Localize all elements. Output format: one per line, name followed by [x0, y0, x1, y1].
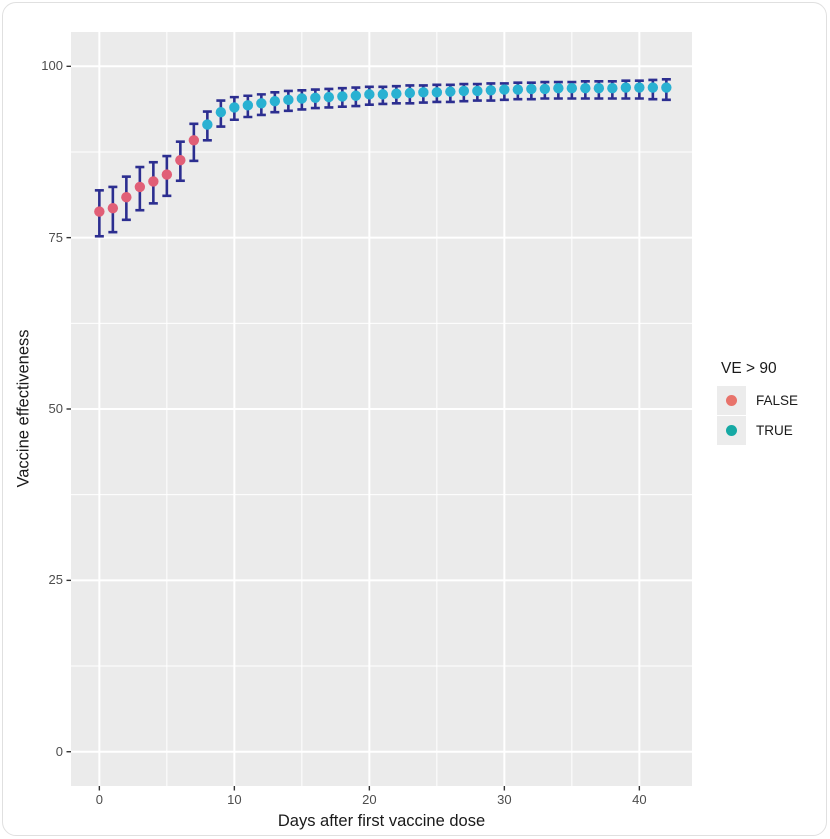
data-point [269, 96, 281, 107]
data-point [391, 88, 402, 99]
data-point [323, 91, 335, 103]
legend-label-false: FALSE [756, 392, 799, 408]
data-point [431, 87, 443, 98]
data-point [107, 202, 119, 214]
data-point [161, 169, 173, 180]
data-point [229, 102, 240, 113]
data-point [148, 176, 159, 187]
data-point [350, 90, 362, 101]
data-point [94, 206, 105, 217]
data-point [634, 82, 645, 93]
data-point [121, 191, 132, 203]
data-point [647, 82, 659, 93]
data-point [607, 83, 618, 94]
false-point-icon [726, 394, 737, 406]
x-tick-label: 0 [95, 792, 103, 807]
data-point [512, 84, 524, 95]
data-point [620, 82, 632, 93]
legend-key-false [717, 385, 746, 415]
data-point [553, 83, 564, 94]
x-tick-label: 10 [227, 792, 242, 807]
y-tick-label: 25 [48, 572, 63, 588]
data-point [566, 83, 578, 94]
legend-title: VE > 90 [721, 360, 777, 377]
data-point [256, 98, 267, 109]
data-point [296, 93, 308, 104]
legend-item-true: TRUE [717, 415, 826, 445]
y-tick-label: 100 [41, 58, 63, 74]
data-point [593, 83, 605, 94]
data-point [580, 83, 591, 94]
data-point [404, 87, 416, 99]
y-axis-title: Vaccine effectiveness [14, 329, 33, 488]
data-point [445, 86, 456, 97]
data-point [215, 106, 227, 118]
legend-key-true [717, 415, 746, 445]
data-point [364, 89, 375, 100]
x-axis-title: Days after first vaccine dose [277, 812, 486, 830]
y-tick-label: 0 [55, 743, 63, 759]
data-point [526, 83, 537, 95]
data-point [310, 92, 321, 104]
data-point [539, 83, 551, 95]
data-point [283, 94, 294, 106]
data-point [202, 119, 213, 130]
data-point [458, 85, 470, 97]
data-point [661, 82, 672, 93]
x-tick-label: 20 [362, 792, 377, 807]
data-point [485, 85, 497, 96]
plot-area-svg [66, 32, 692, 791]
legend: VE > 90 FALSE TRUE [717, 360, 826, 445]
y-tick-label: 75 [48, 229, 63, 245]
data-point [472, 85, 483, 97]
data-point [134, 181, 146, 193]
data-point [418, 87, 429, 98]
data-point [242, 100, 254, 111]
legend-item-false: FALSE [717, 385, 826, 415]
legend-label-true: TRUE [756, 422, 793, 438]
data-point [188, 135, 200, 146]
x-tick-label: 40 [632, 792, 647, 807]
x-tick-label: 30 [497, 792, 512, 807]
data-point [377, 89, 389, 100]
data-point [499, 84, 510, 95]
data-point [337, 91, 348, 102]
data-point [175, 154, 186, 166]
y-tick-label: 50 [48, 401, 63, 416]
true-point-icon [726, 424, 737, 436]
